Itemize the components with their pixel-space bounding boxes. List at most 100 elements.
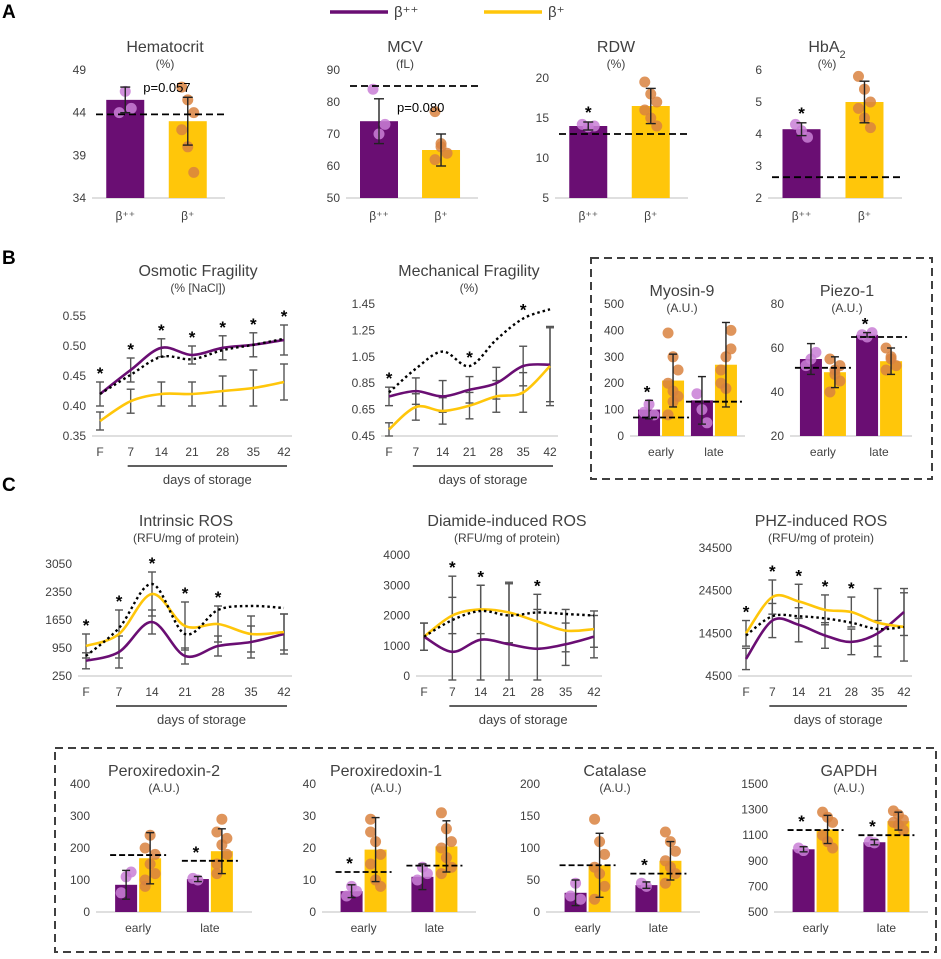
data-point [824,386,836,398]
y-tick-label: 0.40 [63,399,87,413]
data-point [176,124,188,136]
y-tick-label: 300 [70,809,90,823]
x-tick-label: 21 [185,445,199,459]
x-tick-label: β⁺⁺ [792,209,812,223]
data-point [651,120,663,132]
data-point [365,826,377,838]
y-tick-label: 70 [327,127,341,141]
x-tick-label: 7 [127,445,134,459]
data-point [188,107,200,119]
x-tick-label: 14 [436,445,450,459]
y-tick-label: 500 [748,905,768,919]
series-line-bp [423,608,595,638]
p-value-annotation: p=0.057 [143,80,190,95]
x-tick-label: 42 [587,685,601,699]
data-point [725,324,737,336]
y-tick-label: 100 [604,403,624,417]
data-point [216,813,228,825]
data-point [351,885,363,897]
data-point [375,880,387,892]
y-tick-label: 30 [303,809,317,823]
x-tick-label: 14 [145,685,159,699]
y-tick-label: 1000 [383,639,410,653]
data-point [864,96,876,108]
chart-title: MCV [387,39,423,56]
data-point [639,76,651,88]
y-tick-label: 1100 [742,828,768,842]
y-tick-label: 0 [309,905,316,919]
x-tick-label: β⁺ [181,209,194,223]
y-tick-label: 500 [604,297,624,311]
y-tick-label: 5 [542,191,549,205]
data-point [897,824,909,836]
reference-line [99,337,285,396]
y-tick-label: 34 [73,191,87,205]
y-tick-label: 4 [755,127,762,141]
significance-star: * [449,558,456,577]
y-tick-label: 1.25 [352,323,376,337]
data-point [125,102,137,114]
y-tick-label: 2000 [383,609,410,623]
x-tick-label: 42 [277,445,291,459]
y-tick-label: 2 [755,191,762,205]
x-axis-title: days of storage [479,712,568,727]
bar-bpp [782,129,821,198]
chart-subtitle: (A.U.) [831,301,862,315]
y-tick-label: 200 [604,376,624,390]
data-point [441,147,453,159]
y-tick-label: 50 [527,873,541,887]
data-point [890,360,902,372]
significance-star: * [193,843,200,862]
data-point [435,807,447,819]
data-point [445,861,457,873]
y-tick-label: 0 [617,429,624,443]
bar-bpp [635,885,658,912]
data-point [866,327,878,339]
x-tick-label: 7 [412,445,419,459]
bar-bpp [569,126,608,198]
x-tick-label: 21 [818,685,832,699]
series-line-bpp [744,610,905,660]
x-tick-label: 28 [216,445,230,459]
x-tick-label: 42 [897,685,911,699]
x-tick-label: 7 [116,685,123,699]
data-point [421,868,433,880]
significance-star: * [644,382,651,401]
x-tick-label: 14 [155,445,169,459]
data-point [715,364,727,376]
y-tick-label: 0 [403,669,410,683]
x-tick-label: 28 [845,685,859,699]
significance-star: * [534,576,541,595]
group-box-b [590,257,933,480]
y-tick-label: 3 [755,159,762,173]
x-tick-label: 21 [502,685,516,699]
x-tick-label: 35 [247,445,261,459]
y-tick-label: 1500 [741,777,768,791]
data-point [880,342,892,354]
y-tick-label: 40 [303,777,317,791]
bar-bpp [106,99,145,198]
data-point [691,388,703,400]
x-tick-label: early [803,921,829,935]
panel-label-c: C [2,475,16,496]
significance-star: * [83,616,90,635]
significance-star: * [477,567,484,586]
x-tick-label: late [704,445,724,459]
data-point [588,120,600,132]
significance-star: * [466,348,473,367]
data-point [139,842,151,854]
y-tick-label: 100 [520,841,540,855]
x-tick-label: late [200,921,220,935]
x-tick-label: β⁺ [644,209,657,223]
data-point [852,70,864,82]
data-point [115,887,127,899]
chart-title: PHZ-induced ROS [755,513,888,530]
x-tick-label: early [351,921,377,935]
y-tick-label: 44 [73,106,87,120]
x-tick-label: 35 [559,685,573,699]
significance-star: * [862,315,869,334]
significance-star: * [585,103,592,122]
significance-star: * [116,592,123,611]
x-tick-label: β⁺ [434,209,447,223]
chart-title: Myosin-9 [650,283,715,300]
